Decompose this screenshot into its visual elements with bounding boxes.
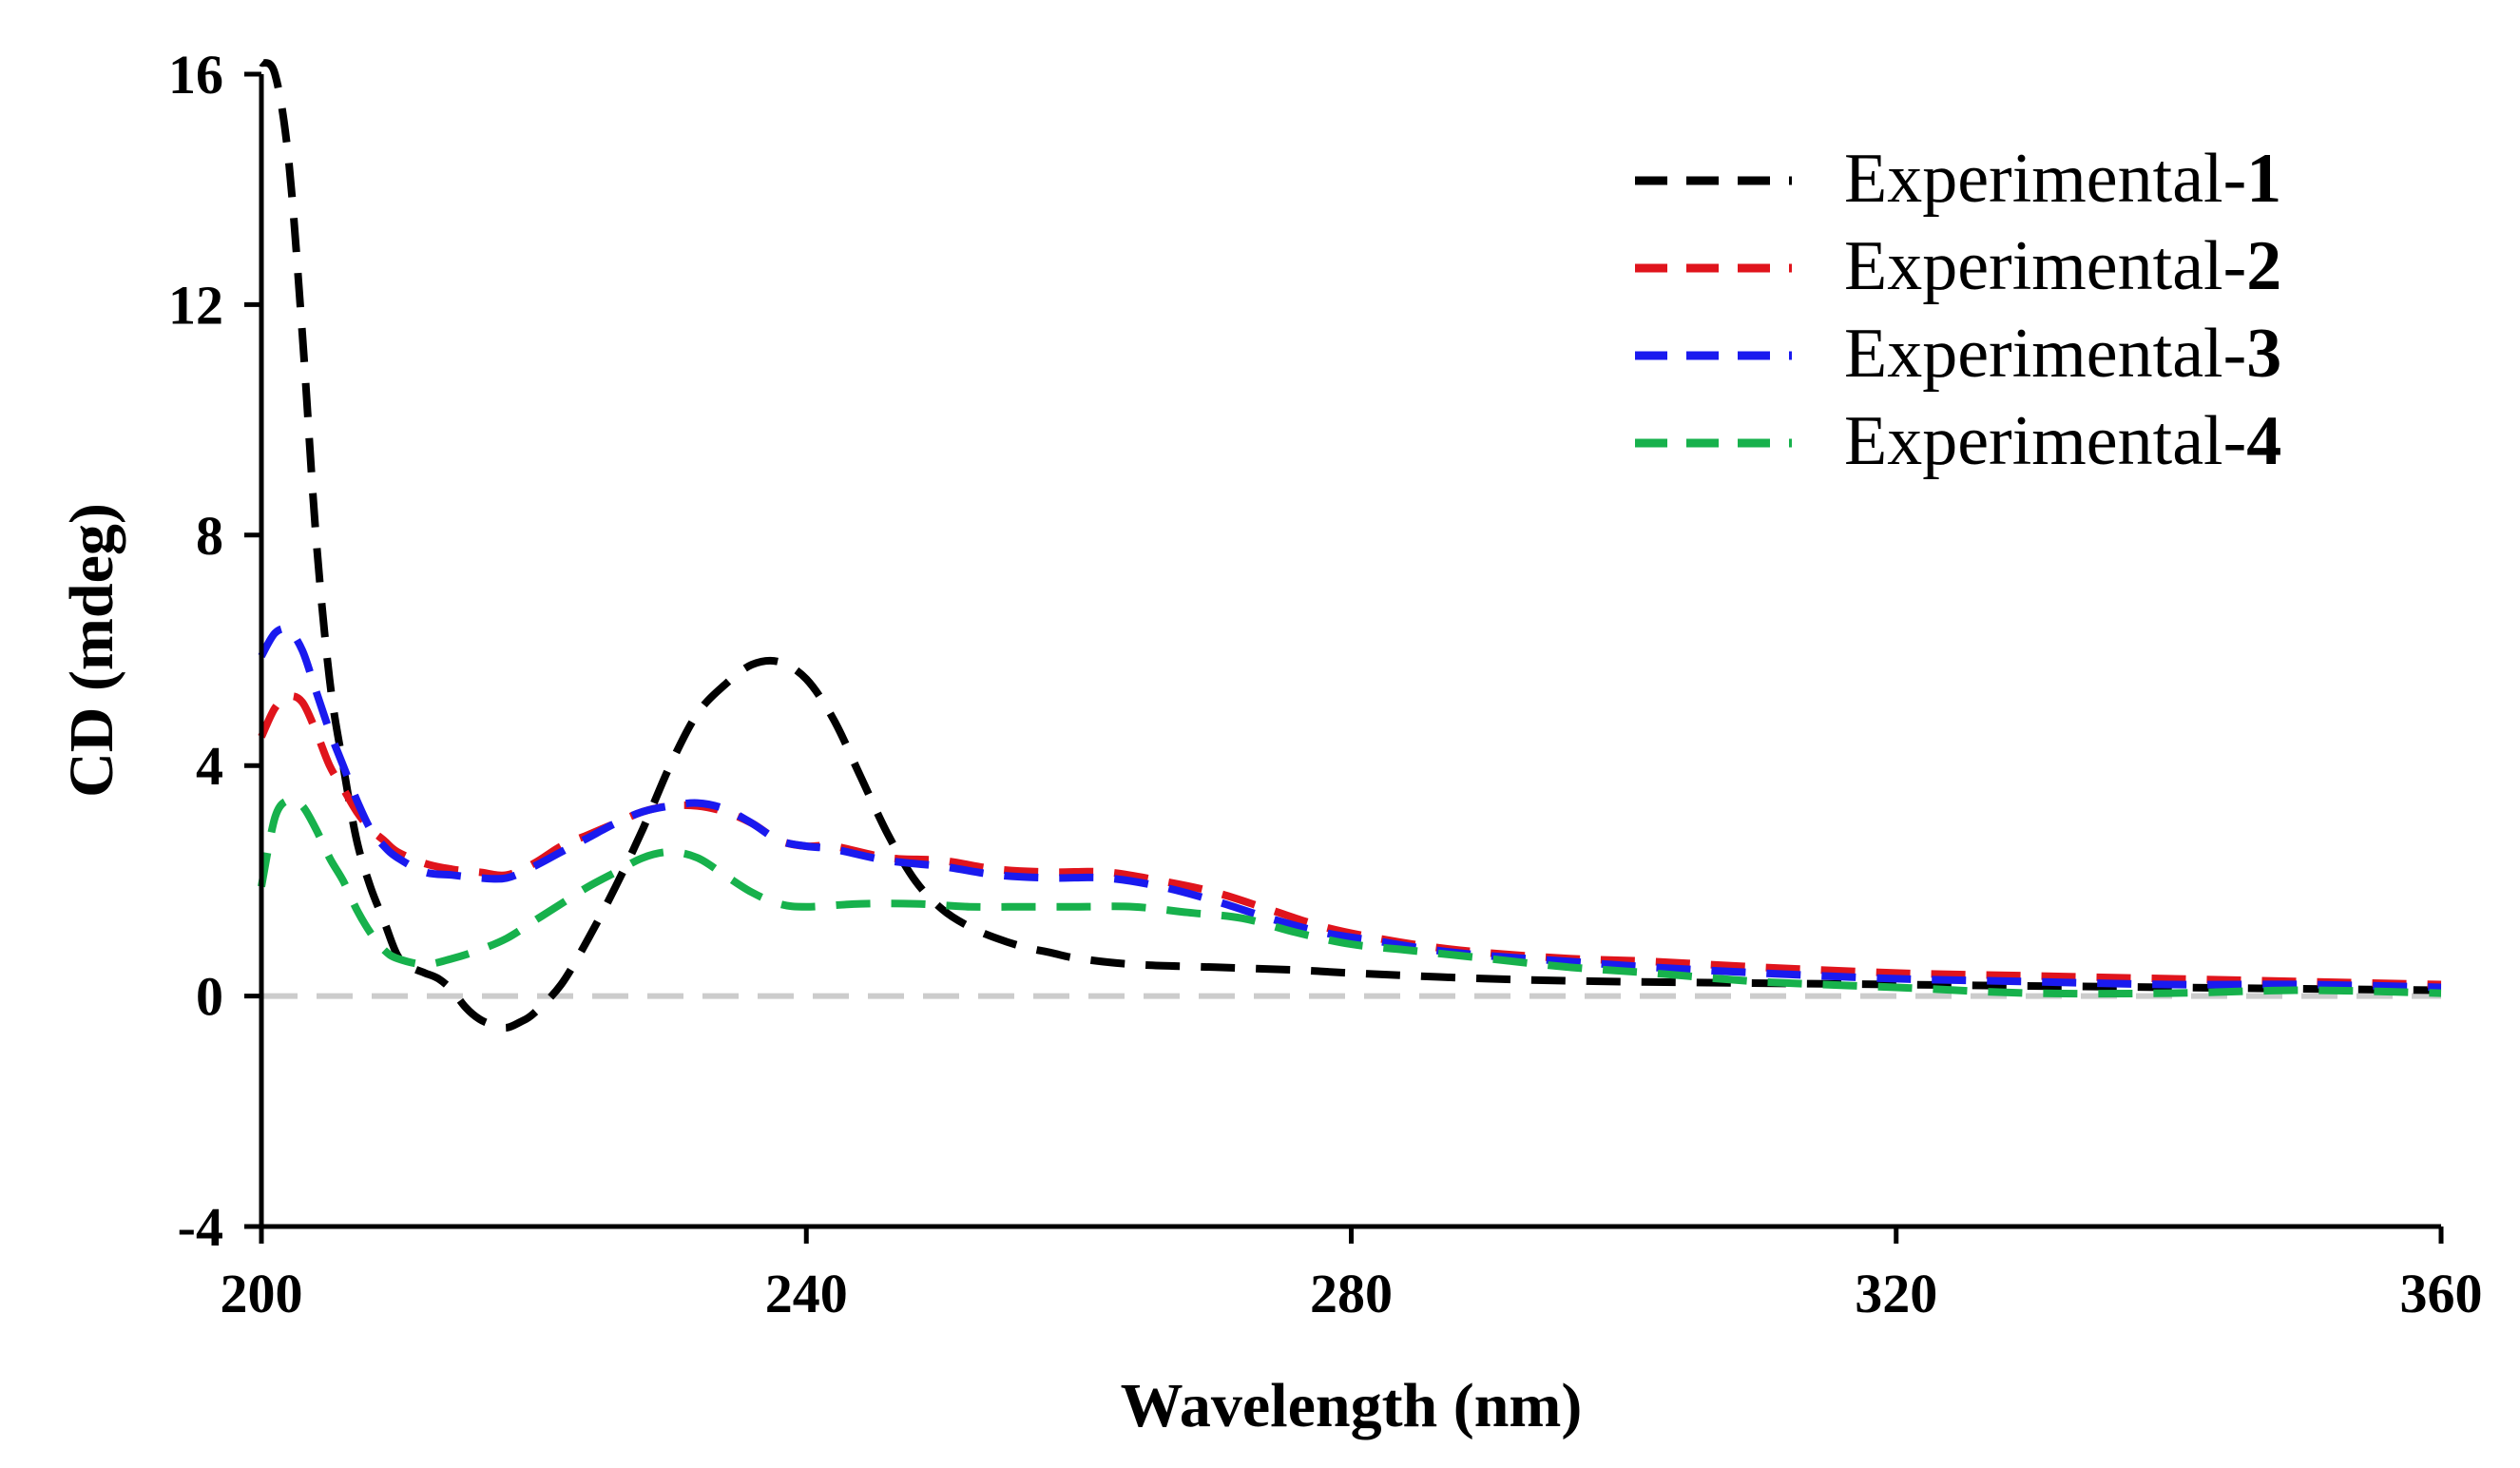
legend: Experimental-1Experimental-2Experimental…	[1635, 140, 2281, 480]
legend-label: Experimental-3	[1844, 315, 2281, 393]
axis-titles-layer: Wavelength (nm) CD (mdeg)	[57, 503, 1582, 1440]
x-tick-label: 200	[221, 1263, 303, 1324]
legend-label: Experimental-1	[1844, 140, 2281, 218]
legend-label-number: 1	[2246, 140, 2281, 218]
series-line-4	[258, 795, 2442, 998]
legend-item-1: Experimental-1	[1635, 140, 2281, 218]
legend-label-number: 4	[2246, 402, 2281, 480]
legend-label: Experimental-4	[1844, 402, 2281, 480]
legend-label: Experimental-2	[1844, 227, 2281, 305]
legend-item-4: Experimental-4	[1635, 402, 2281, 480]
y-tick-label: 8	[196, 505, 223, 567]
x-tick-label: 280	[1310, 1263, 1393, 1324]
legend-label-prefix: Experimental-	[1844, 402, 2246, 480]
y-axis-title: CD (mdeg)	[57, 503, 126, 798]
legend-label-prefix: Experimental-	[1844, 227, 2246, 305]
y-tick-label: 4	[196, 735, 223, 797]
y-tick-label: -4	[178, 1196, 223, 1258]
legend-item-3: Experimental-3	[1635, 315, 2281, 393]
legend-item-2: Experimental-2	[1635, 227, 2281, 305]
x-axis-title: Wavelength (nm)	[1121, 1371, 1583, 1440]
series-layer	[258, 59, 2442, 1032]
legend-label-prefix: Experimental-	[1844, 315, 2246, 393]
y-tick-label: 16	[168, 44, 223, 106]
x-tick-label: 240	[765, 1263, 848, 1324]
y-tick-label: 0	[196, 966, 223, 1028]
x-tick-label: 360	[2400, 1263, 2483, 1324]
legend-label-prefix: Experimental-	[1844, 140, 2246, 218]
x-tick-label: 320	[1855, 1263, 1937, 1324]
series-line-3	[258, 625, 2442, 992]
legend-label-number: 3	[2246, 315, 2281, 393]
y-tick-label: 12	[168, 274, 223, 336]
series-line-1	[259, 59, 2442, 1032]
legend-label-number: 2	[2246, 227, 2281, 305]
